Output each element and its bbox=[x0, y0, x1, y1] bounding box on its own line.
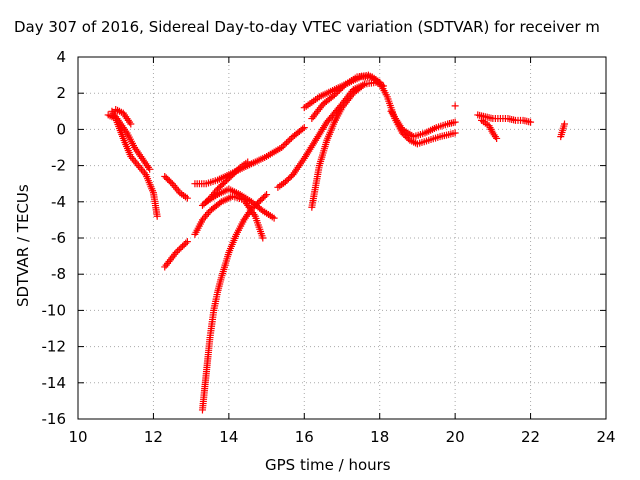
data-series-14 bbox=[387, 107, 459, 141]
data-point bbox=[330, 91, 338, 99]
data-series-12 bbox=[308, 80, 369, 211]
data-point bbox=[337, 85, 345, 93]
data-point bbox=[340, 82, 348, 90]
data-point bbox=[339, 83, 347, 91]
y-tick-label: -2 bbox=[51, 157, 66, 175]
data-series-0 bbox=[104, 111, 161, 220]
data-point bbox=[335, 86, 343, 94]
data-point bbox=[300, 124, 308, 132]
y-tick-label: -4 bbox=[51, 193, 66, 211]
x-tick-label: 20 bbox=[446, 428, 465, 446]
data-point bbox=[174, 247, 182, 255]
data-point bbox=[451, 102, 459, 110]
data-point bbox=[332, 89, 340, 97]
data-series-16 bbox=[474, 111, 535, 126]
data-point bbox=[284, 137, 292, 145]
data-point bbox=[179, 242, 187, 250]
data-point bbox=[270, 214, 278, 222]
data-point bbox=[283, 139, 291, 147]
y-tick-label: -10 bbox=[42, 301, 67, 319]
y-tick-label: -16 bbox=[42, 410, 67, 428]
y-tick-label: 2 bbox=[56, 84, 66, 102]
data-series-3 bbox=[161, 172, 191, 202]
data-point bbox=[451, 118, 459, 126]
data-point bbox=[299, 125, 307, 133]
x-tick-label: 18 bbox=[370, 428, 389, 446]
data-point bbox=[451, 129, 459, 137]
y-tick-label: -8 bbox=[51, 265, 66, 283]
x-tick-label: 22 bbox=[521, 428, 540, 446]
y-tick-label: -14 bbox=[42, 374, 67, 392]
data-series-15 bbox=[451, 102, 459, 110]
plot-frame bbox=[77, 56, 607, 420]
x-tick-label: 14 bbox=[219, 428, 238, 446]
data-series-2 bbox=[112, 105, 135, 128]
data-series-17 bbox=[478, 116, 501, 142]
data-point bbox=[167, 178, 175, 186]
data-series-8 bbox=[202, 185, 278, 222]
data-point bbox=[153, 212, 161, 220]
data-point bbox=[279, 142, 287, 150]
data-point bbox=[182, 239, 190, 247]
x-axis-label: GPS time / hours bbox=[265, 456, 391, 474]
data-point bbox=[257, 206, 265, 214]
data-point bbox=[175, 245, 183, 253]
data-point bbox=[261, 192, 269, 200]
y-tick-label: 0 bbox=[56, 120, 66, 138]
data-point bbox=[146, 165, 154, 173]
data-point bbox=[259, 234, 267, 242]
x-tick-label: 12 bbox=[144, 428, 163, 446]
data-point bbox=[278, 144, 286, 151]
data-point bbox=[361, 80, 369, 88]
data-point bbox=[286, 136, 294, 144]
grid-lines bbox=[78, 57, 606, 419]
data-series-9 bbox=[198, 191, 271, 414]
data-point bbox=[216, 199, 224, 207]
data-point bbox=[244, 158, 252, 166]
data-points bbox=[104, 71, 569, 414]
chart-title: Day 307 of 2016, Sidereal Day-to-day VTE… bbox=[14, 18, 600, 36]
y-tick-label: -12 bbox=[42, 338, 67, 356]
data-series-13 bbox=[308, 71, 459, 148]
y-tick-label: -6 bbox=[51, 229, 66, 247]
data-series-1 bbox=[108, 107, 154, 173]
x-tick-label: 24 bbox=[596, 428, 615, 446]
data-point bbox=[334, 88, 342, 96]
data-point bbox=[561, 120, 569, 128]
data-point bbox=[359, 81, 367, 89]
data-point bbox=[177, 244, 185, 252]
x-tick-label: 16 bbox=[295, 428, 314, 446]
data-point bbox=[183, 238, 191, 246]
data-point bbox=[263, 191, 271, 199]
data-point bbox=[493, 134, 501, 142]
y-tick-label: 4 bbox=[56, 48, 66, 66]
data-series-4 bbox=[161, 238, 191, 271]
x-tick-label: 10 bbox=[68, 428, 87, 446]
data-point bbox=[281, 140, 289, 148]
data-point bbox=[183, 194, 191, 202]
data-point bbox=[127, 120, 135, 128]
data-point bbox=[527, 118, 535, 126]
data-series-18 bbox=[557, 120, 569, 141]
data-point bbox=[180, 241, 188, 249]
data-point bbox=[172, 248, 180, 256]
